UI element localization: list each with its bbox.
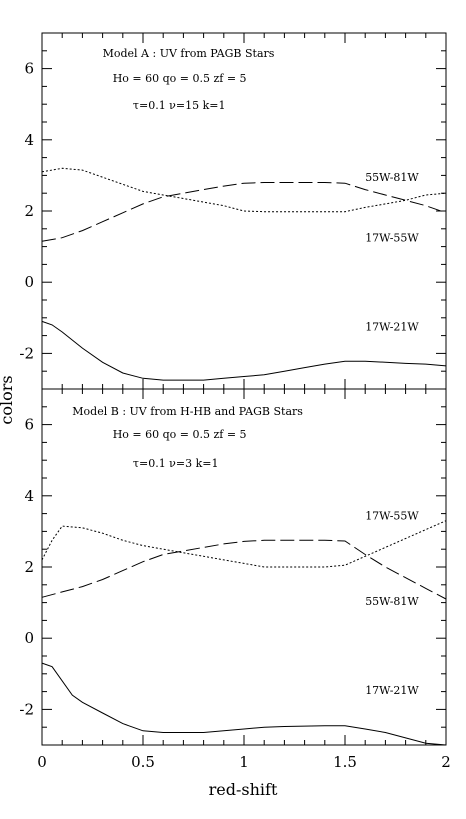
panel-model-b: -2 0 2 4 6 0 0.5 1 1.5 2 Model B : UV from H-HB an… xyxy=(19,388,451,771)
y-tick-label: 6 xyxy=(24,416,34,434)
series-line-55w-81w xyxy=(41,167,447,213)
y-tick-label: -2 xyxy=(19,700,34,718)
series-label: 55W-81W xyxy=(365,595,419,608)
series-label: 17W-21W xyxy=(365,684,419,697)
x-tick-label: 0 xyxy=(37,753,47,771)
x-axis-title: red-shift xyxy=(209,780,278,799)
x-tick-label: 1.5 xyxy=(333,753,357,771)
model-annotation: Model B : UV from H-HB and PAGB Stars xyxy=(72,405,303,418)
y-axis-title: colors xyxy=(0,375,16,424)
series-line-17w-21w xyxy=(41,320,447,381)
series-label: 55W-81W xyxy=(365,171,419,184)
model-annotation: Ho = 60 qo = 0.5 zf = 5 xyxy=(113,72,247,85)
x-tick-label: 0.5 xyxy=(131,753,155,771)
series-line-55w-81w xyxy=(41,539,447,600)
y-tick-label: 2 xyxy=(24,558,34,576)
y-tick-label: 4 xyxy=(24,487,34,505)
y-tick-label: 0 xyxy=(24,629,34,647)
model-annotation: τ=0.1 ν=3 k=1 xyxy=(133,457,219,470)
series-label: 17W-55W xyxy=(365,232,419,245)
series-line-17w-21w xyxy=(41,662,447,746)
y-tick-label: -2 xyxy=(19,344,34,362)
model-annotation: Ho = 60 qo = 0.5 zf = 5 xyxy=(113,428,247,441)
model-annotation: Model A : UV from PAGB Stars xyxy=(103,47,275,60)
series-label: 17W-55W xyxy=(365,509,419,522)
series-line-17w-55w xyxy=(41,182,447,242)
x-tick-label: 2 xyxy=(441,753,451,771)
panel-model-a: -2 0 2 4 6 Model A : UV from PAGB Stars Ho = 6… xyxy=(19,32,447,390)
y-tick-label: 2 xyxy=(24,202,34,220)
series-label: 17W-21W xyxy=(365,321,419,334)
x-tick-label: 1 xyxy=(239,753,249,771)
model-annotation: τ=0.1 ν=15 k=1 xyxy=(133,99,226,112)
plot-frame xyxy=(41,32,447,390)
y-tick-label: 4 xyxy=(24,131,34,149)
series-line-17w-55w xyxy=(41,520,447,568)
y-tick-label: 6 xyxy=(24,60,34,78)
y-tick-label: 0 xyxy=(24,273,34,291)
